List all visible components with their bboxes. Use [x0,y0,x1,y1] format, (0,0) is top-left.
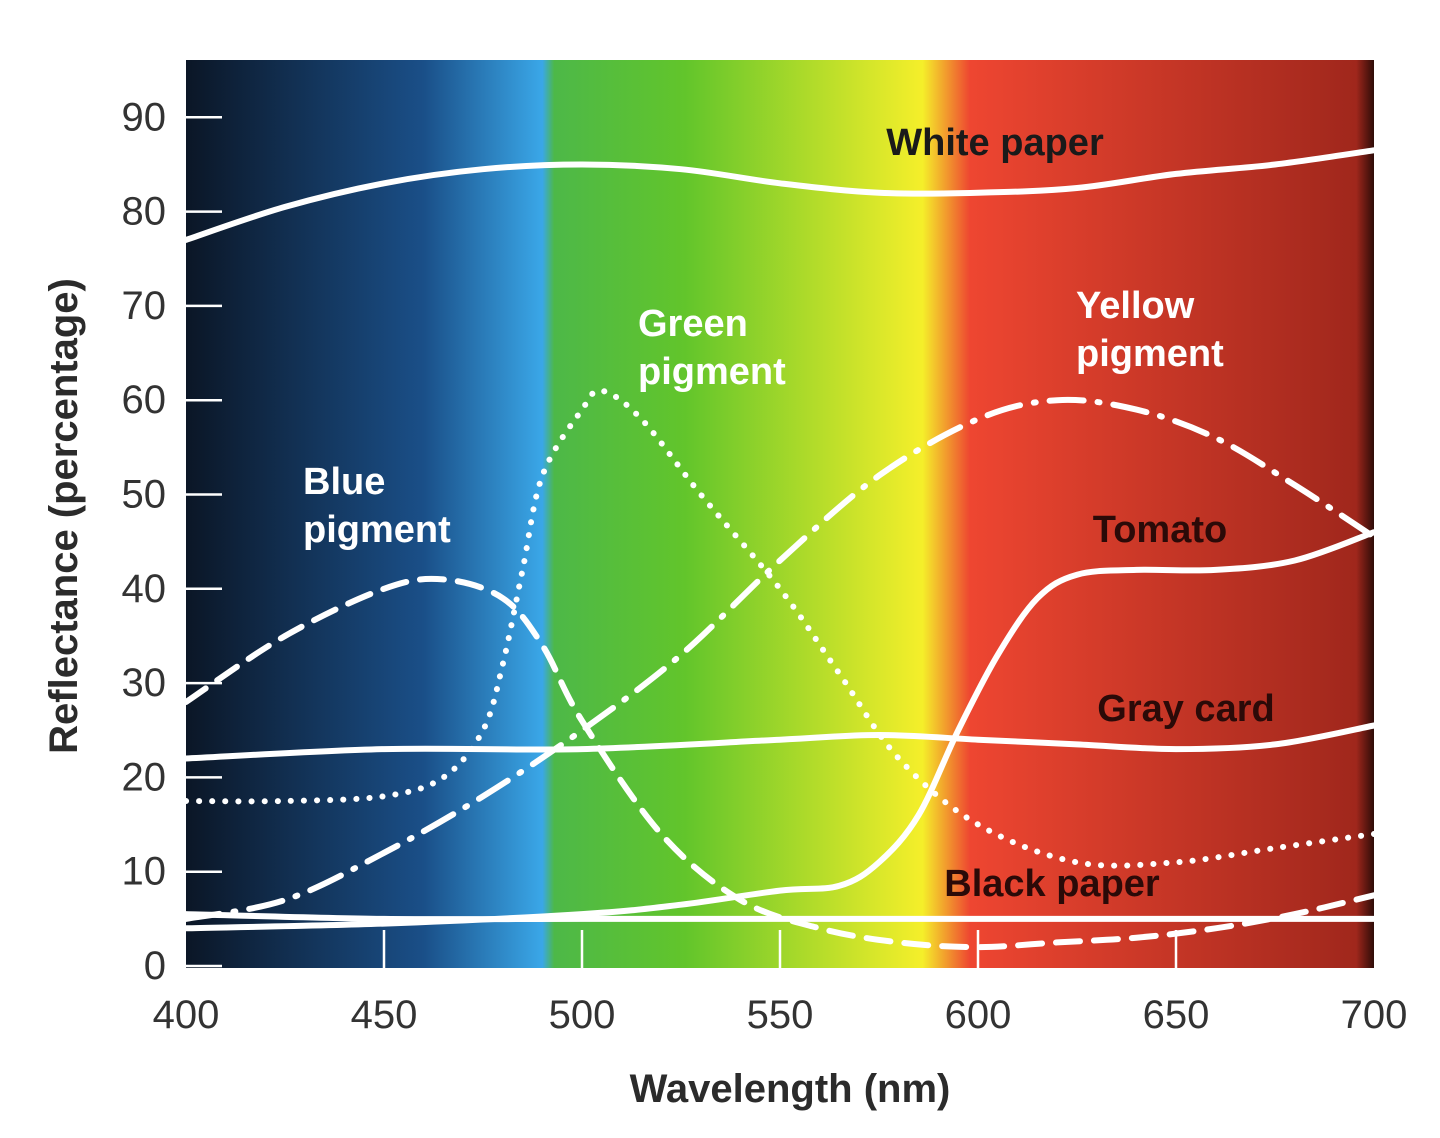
x-tick-label: 500 [549,993,616,1037]
tomato-label: Tomato [1093,509,1227,551]
blue-pigment-curve [183,575,1377,951]
x-tick-label: 450 [351,993,418,1037]
x-tick-label: 600 [945,993,1012,1037]
yellow-pigment-curve [183,396,1377,922]
x-tick-label: 550 [747,993,814,1037]
y-tick-label: 0 [144,944,166,988]
y-tick-label: 40 [122,567,167,611]
white-paper-curve [183,147,1377,243]
y-tick-label: 10 [122,850,167,894]
black-paper-curve [183,911,1377,923]
y-tick-label: 90 [122,95,167,139]
y-tick-labels: 0 10 20 30 40 50 60 70 80 90 [122,95,167,988]
green-pigment-label: Green pigment [638,303,786,393]
yellow-pigment-label: Yellow pigment [1076,285,1224,375]
y-tick-label: 50 [122,473,167,517]
x-tick-label: 650 [1143,993,1210,1037]
blue-pigment-label: Blue pigment [303,461,451,551]
y-tick-label: 30 [122,661,167,705]
y-tick-label: 60 [122,378,167,422]
y-tick-label: 70 [122,284,167,328]
y-tick-label: 80 [122,190,167,234]
x-axis-title: Wavelength (nm) [630,1067,951,1111]
series-labels: White paper Green pigment Yellow pigment B… [303,122,1275,905]
x-tick-label: 700 [1341,993,1408,1037]
x-tick-labels: 400 450 500 550 600 650 700 [153,993,1408,1037]
gray-card-label: Gray card [1097,688,1274,730]
black-paper-label: Black paper [944,863,1160,905]
y-axis-title: Reflectance (percentage) [42,278,86,754]
spectrum-background [186,60,1374,968]
white-paper-label: White paper [886,122,1104,164]
gray-card-curve [183,722,1377,762]
x-tick-label: 400 [153,993,220,1037]
series-curves [183,147,1377,951]
y-tick-marks [186,116,222,968]
green-pigment-curve [183,387,1377,869]
y-tick-label: 20 [122,755,167,799]
